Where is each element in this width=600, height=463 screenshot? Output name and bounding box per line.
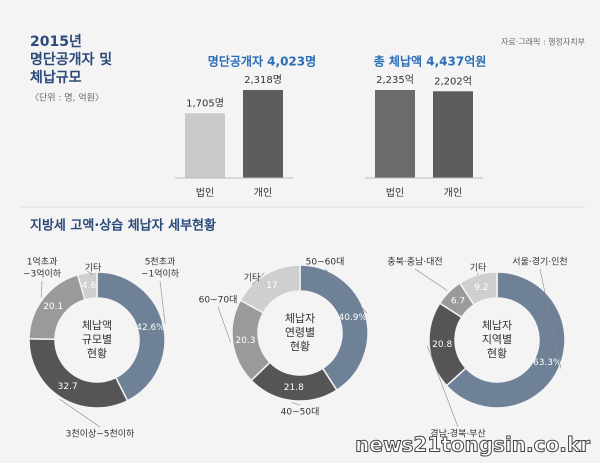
category-label: 법인 [196,187,214,199]
center-label: 규모별 [82,333,112,346]
category-label: 경남·경북·부산 [430,428,485,440]
value-label: 32.7 [58,382,78,392]
category-label: 60~70대 [199,295,238,306]
category-label: 1억초과 [27,256,58,268]
category-label: ~3억이하 [23,268,62,280]
category-label: 기타 [244,273,261,284]
value-label: 1,705명 [186,97,224,109]
leader-line [251,272,265,286]
donut-segment [28,337,129,409]
category-label: 40~50대 [281,407,320,418]
watermark: news21tongsin.co.kr [355,433,590,457]
center-label: 연령별 [285,326,315,339]
bar [185,113,225,178]
category-label: 개인 [254,187,272,199]
value-label: 20.8 [432,340,452,350]
category-label: 충북·충남·대전 [387,257,442,268]
category-label: 기타 [470,263,487,274]
center-label: 체납자 [285,312,315,325]
leader-line [159,280,166,324]
leader-line [414,268,448,291]
center-label: 체납자 [482,319,512,332]
leader-line [476,272,479,276]
value-label: 40.9% [338,313,367,323]
leader-line [324,268,368,314]
section-title: 지방세 고액·상습 체납자 세부현황 [30,218,216,234]
leader-line [59,398,101,428]
value-label: 2,235억 [376,74,414,86]
value-label: 2,202억 [434,75,472,87]
center-label: 체납액 [82,319,112,332]
bar-chart-title: 명단공개자 4,023명 [208,54,316,69]
leader-line [292,402,301,406]
bar [243,90,283,178]
value-label: 42.6% [136,323,165,333]
center-label: 현황 [87,347,107,360]
value-label: 4.6 [82,281,97,291]
header-title: 명단공개자 및 [30,51,112,68]
value-label: 21.8 [284,383,304,393]
center-label: 현황 [290,340,310,353]
category-label: 개인 [444,187,462,199]
donut-segment [445,271,566,409]
category-label: ~1억이하 [141,268,180,280]
unit-note: 〈단위 : 명, 억원〉 [30,92,104,104]
value-label: 20.1 [43,302,63,312]
donut-segment [458,271,498,306]
value-label: 63.3% [533,358,562,368]
category-label: 3천이상~5천이하 [66,429,135,440]
center-label: 현황 [487,347,507,360]
header-title: 2015년 [30,34,82,50]
category-label: 서울·경기·인천 [512,256,567,268]
leader-line [86,270,94,276]
header-title: 체납규모 [30,69,82,86]
value-label: 20.3 [235,336,255,346]
value-label: 2,318명 [244,74,282,86]
value-label: 6.7 [451,297,465,307]
category-label: 기타 [85,263,102,274]
category-label: 50~60대 [306,257,345,268]
leader-line [426,345,459,428]
bar [375,90,415,178]
donut-segment [96,271,166,402]
bar [433,91,473,178]
value-label: 9.2 [474,283,488,293]
leader-line [217,306,231,343]
bar-chart-title: 총 체납액 4,437억원 [374,54,487,69]
category-label: 5천초과 [145,257,176,268]
category-label: 법인 [386,187,404,199]
source: 자료·그래픽 : 행정자치부 [501,37,585,47]
leader-line [539,268,562,369]
leader-line [40,280,43,298]
value-label: 17 [266,281,277,291]
donut-segment [76,271,98,301]
center-label: 지역별 [482,333,512,346]
